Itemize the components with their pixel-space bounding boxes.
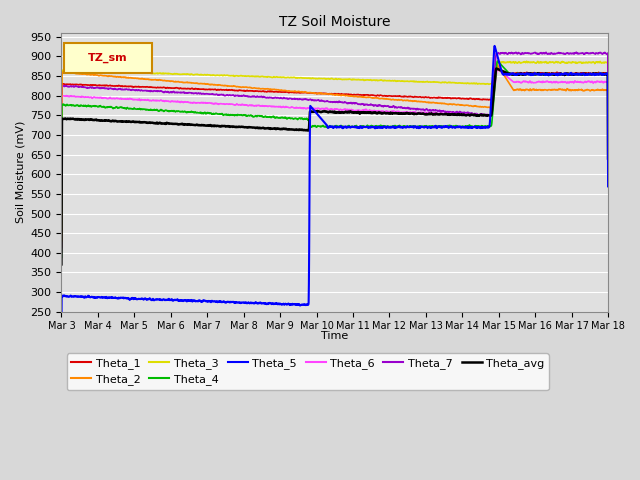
Theta_5: [58, 331, 65, 336]
Theta_avg: [309, 109, 317, 115]
Theta_3: [86, 68, 93, 74]
Text: TZ_sm: TZ_sm: [88, 53, 128, 63]
Theta_1: [86, 83, 93, 88]
Theta_2: [309, 90, 317, 96]
Theta_5: [588, 72, 596, 78]
Line: Theta_4: Theta_4: [61, 61, 608, 257]
Theta_4: [604, 155, 612, 161]
Theta_4: [86, 104, 93, 109]
Theta_2: [589, 87, 596, 93]
Line: Theta_avg: Theta_avg: [61, 69, 608, 264]
Theta_6: [58, 250, 65, 255]
Theta_4: [323, 124, 331, 130]
Theta_1: [323, 91, 331, 96]
Theta_4: [493, 58, 501, 64]
Theta_2: [604, 167, 612, 173]
Theta_1: [589, 71, 596, 76]
Theta_5: [589, 72, 596, 77]
Theta_7: [309, 97, 317, 103]
Theta_2: [488, 103, 495, 108]
Theta_3: [309, 75, 317, 81]
Theta_3: [588, 60, 596, 65]
Line: Theta_2: Theta_2: [61, 65, 608, 241]
Theta_6: [604, 161, 612, 167]
Line: Theta_5: Theta_5: [61, 46, 608, 334]
Theta_7: [323, 98, 331, 104]
Theta_5: [323, 123, 331, 129]
Theta_avg: [589, 71, 596, 77]
Theta_avg: [588, 72, 596, 77]
Line: Theta_6: Theta_6: [61, 69, 608, 252]
Theta_1: [58, 244, 65, 250]
Theta_7: [604, 140, 612, 145]
Theta_2: [86, 72, 93, 77]
Theta_7: [589, 50, 596, 56]
Theta_7: [573, 49, 580, 55]
Theta_4: [589, 71, 596, 77]
Theta_5: [309, 106, 317, 112]
Theta_4: [588, 71, 596, 77]
Theta_3: [589, 60, 596, 65]
Line: Theta_1: Theta_1: [61, 69, 608, 247]
Theta_avg: [604, 156, 612, 161]
Theta_1: [588, 71, 596, 76]
Theta_7: [58, 245, 65, 251]
X-axis label: Time: Time: [321, 331, 348, 341]
FancyBboxPatch shape: [64, 43, 152, 73]
Theta_2: [588, 87, 596, 93]
Theta_4: [309, 123, 317, 129]
Line: Theta_7: Theta_7: [61, 52, 608, 248]
Line: Theta_3: Theta_3: [61, 61, 608, 240]
Theta_6: [588, 79, 596, 84]
Theta_3: [488, 80, 495, 86]
Theta_5: [491, 43, 499, 49]
Theta_7: [588, 50, 596, 56]
Theta_6: [323, 105, 331, 111]
Theta_2: [493, 62, 501, 68]
Theta_3: [604, 146, 612, 152]
Theta_3: [58, 237, 65, 243]
Theta_avg: [86, 117, 93, 123]
Theta_1: [604, 155, 612, 160]
Theta_avg: [488, 109, 495, 115]
Theta_7: [86, 85, 93, 91]
Theta_6: [488, 110, 495, 116]
Theta_6: [309, 106, 317, 111]
Theta_4: [58, 254, 65, 260]
Theta_5: [488, 85, 495, 91]
Theta_5: [86, 294, 93, 300]
Theta_avg: [493, 66, 500, 72]
Theta_6: [589, 79, 596, 85]
Theta_5: [604, 183, 612, 189]
Theta_avg: [58, 262, 65, 267]
Theta_3: [323, 76, 331, 82]
Title: TZ Soil Moisture: TZ Soil Moisture: [279, 15, 390, 29]
Theta_3: [523, 59, 531, 64]
Y-axis label: Soil Moisture (mV): Soil Moisture (mV): [15, 121, 25, 224]
Theta_1: [492, 66, 499, 72]
Theta_avg: [323, 109, 331, 115]
Theta_2: [58, 238, 65, 244]
Theta_4: [488, 120, 495, 126]
Theta_2: [323, 91, 331, 97]
Theta_1: [309, 90, 317, 96]
Theta_1: [488, 94, 495, 100]
Theta_6: [493, 66, 501, 72]
Legend: Theta_1, Theta_2, Theta_3, Theta_4, Theta_5, Theta_6, Theta_7, Theta_avg: Theta_1, Theta_2, Theta_3, Theta_4, Thet…: [67, 353, 548, 390]
Theta_7: [488, 108, 495, 114]
Theta_6: [86, 95, 93, 100]
